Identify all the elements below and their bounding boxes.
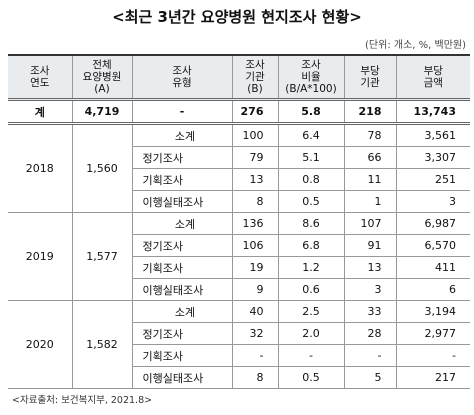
data-cell: 0.6 xyxy=(277,278,345,301)
data-cell: 2,977 xyxy=(395,322,470,345)
total-cell: 276 xyxy=(231,98,279,125)
data-cell: - xyxy=(343,344,397,367)
data-cell: 32 xyxy=(231,322,279,345)
total-cell: - xyxy=(131,98,233,125)
data-row: 기획조사 13 0.8 11 251 xyxy=(8,168,470,191)
year-cell: 2018 xyxy=(8,123,73,213)
data-row: 기획조사 - - - - xyxy=(8,344,470,367)
data-row: 2018 1,560 소계 100 6.4 78 3,561 xyxy=(8,123,470,213)
data-cell: 28 xyxy=(343,322,397,345)
header-cell: 부당 금액 xyxy=(395,54,470,100)
data-cell: 33 xyxy=(343,300,397,323)
header-cell: 조사 연도 xyxy=(8,54,73,100)
data-cell: 6.4 xyxy=(277,123,345,147)
data-cell: - xyxy=(231,344,279,367)
data-cell: 2.0 xyxy=(277,322,345,345)
data-cell: 251 xyxy=(395,168,470,191)
data-cell: 6,570 xyxy=(395,234,470,257)
data-cell: 6,987 xyxy=(395,212,470,235)
data-cell: 1.2 xyxy=(277,256,345,279)
data-cell: 이행실태조사 xyxy=(132,190,233,213)
data-cell: 66 xyxy=(343,146,397,169)
header-cell: 전체 요양병원 (A) xyxy=(71,54,133,100)
data-cell: 106 xyxy=(231,234,279,257)
data-cell: 정기조사 xyxy=(132,322,233,345)
unit-note: (단위: 개소, %, 백만원) xyxy=(365,40,466,51)
data-cell: 19 xyxy=(231,256,279,279)
year-cell: 2019 xyxy=(8,212,73,301)
source-note: <자료출처: 보건복지부, 2021.8> xyxy=(12,395,153,406)
data-cell: 411 xyxy=(395,256,470,279)
data-cell: 3,307 xyxy=(395,146,470,169)
data-cell: 78 xyxy=(343,123,397,147)
data-cell: 소계 xyxy=(131,212,233,235)
data-cell: 정기조사 xyxy=(132,234,233,257)
title: <최근 3년간 요양병원 현지조사 현황> xyxy=(112,8,362,26)
header-cell: 조사 유형 xyxy=(131,54,233,100)
header-cell: 부당 기관 xyxy=(343,54,397,100)
hospital-count-cell: 1,582 xyxy=(71,300,133,389)
data-cell: 79 xyxy=(231,146,279,169)
data-cell: 3 xyxy=(395,190,470,213)
data-cell: 기획조사 xyxy=(132,256,233,279)
hospital-count-cell: 1,560 xyxy=(71,123,133,213)
data-cell: 소계 xyxy=(131,123,233,147)
data-cell: 3,194 xyxy=(395,300,470,323)
year-cell: 2020 xyxy=(8,300,73,389)
data-cell: 217 xyxy=(395,366,470,389)
data-cell: 40 xyxy=(231,300,279,323)
data-row: 2020 1,582 소계 40 2.5 33 3,194 xyxy=(8,300,470,389)
data-cell: 6 xyxy=(395,278,470,301)
data-cell: - xyxy=(395,344,470,367)
data-cell: 3,561 xyxy=(395,123,470,147)
header-cell: 조사 비율 (B/A*100) xyxy=(277,54,345,100)
data-cell: - xyxy=(277,344,345,367)
data-cell: 정기조사 xyxy=(132,146,233,169)
data-cell: 1 xyxy=(343,190,397,213)
data-row: 이행실태조사 8 0.5 5 217 xyxy=(8,366,470,389)
data-row: 정기조사 106 6.8 91 6,570 xyxy=(8,234,470,257)
data-cell: 91 xyxy=(343,234,397,257)
data-cell: 2.5 xyxy=(277,300,345,323)
data-cell: 0.8 xyxy=(277,168,345,191)
data-cell: 8.6 xyxy=(277,212,345,235)
table: 조사 연도 전체 요양병원 (A) 조사 유형 조사 기관 (B) 조사 비율 (B/A… xyxy=(8,54,470,389)
data-cell: 5 xyxy=(343,366,397,389)
total-cell: 5.8 xyxy=(277,98,345,125)
data-cell: 11 xyxy=(343,168,397,191)
total-row: 계 4,719-276 5.8 218 13,743 xyxy=(8,98,470,125)
total-cell: 4,719 xyxy=(71,98,133,125)
data-cell: 기획조사 xyxy=(132,344,233,367)
data-cell: 0.5 xyxy=(277,190,345,213)
header-row: 조사 연도 전체 요양병원 (A) 조사 유형 조사 기관 (B) 조사 비율 (B/A… xyxy=(8,54,470,100)
data-row: 이행실태조사 9 0.6 3 6 xyxy=(8,278,470,301)
data-cell: 100 xyxy=(231,123,279,147)
data-cell: 136 xyxy=(231,212,279,235)
total-cell: 계 xyxy=(8,98,73,125)
data-cell: 소계 xyxy=(131,300,233,323)
header-cell: 조사 기관 (B) xyxy=(231,54,279,100)
data-cell: 8 xyxy=(231,190,279,213)
data-cell: 이행실태조사 xyxy=(132,278,233,301)
data-cell: 8 xyxy=(231,366,279,389)
data-cell: 13 xyxy=(343,256,397,279)
data-cell: 6.8 xyxy=(277,234,345,257)
hospital-count-cell: 1,577 xyxy=(71,212,133,301)
data-cell: 기획조사 xyxy=(132,168,233,191)
data-cell: 5.1 xyxy=(277,146,345,169)
data-row: 2019 1,577 소계 136 8.6 107 6,987 xyxy=(8,212,470,301)
data-cell: 9 xyxy=(231,278,279,301)
data-cell: 13 xyxy=(231,168,279,191)
total-cell: 218 xyxy=(343,98,397,125)
data-cell: 3 xyxy=(343,278,397,301)
data-cell: 0.5 xyxy=(277,366,345,389)
total-cell: 13,743 xyxy=(395,98,470,125)
data-cell: 이행실태조사 xyxy=(132,366,233,389)
data-cell: 107 xyxy=(343,212,397,235)
